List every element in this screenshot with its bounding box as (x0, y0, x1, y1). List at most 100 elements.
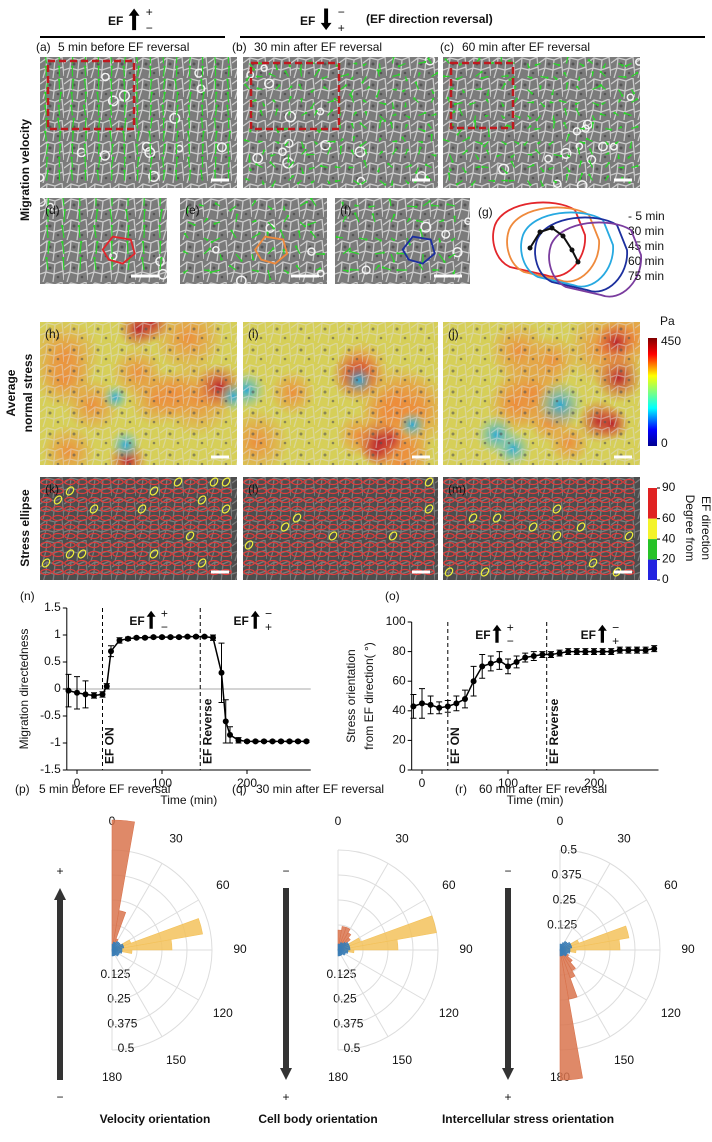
velocity-arrow (85, 145, 86, 155)
velocity-arrow-head (535, 149, 537, 151)
velocity-arrow (85, 80, 86, 90)
velocity-arrow-head (504, 83, 506, 85)
velocity-arrow-head (122, 131, 124, 133)
velocity-arrow-head (445, 58, 447, 60)
velocity-arrow-head (539, 85, 541, 87)
velocity-arrow-head (96, 170, 98, 172)
velocity-arrow-head (72, 131, 74, 133)
velocity-arrow-head (136, 170, 138, 172)
velocity-arrow-head (215, 105, 217, 107)
velocity-arrow (216, 93, 217, 103)
velocity-arrow-head (578, 79, 580, 81)
velocity-arrow-head (201, 53, 203, 55)
panel-label: (g) (478, 205, 493, 219)
colorbar-segment (648, 488, 657, 519)
velocity-arrow-head (393, 260, 395, 262)
colorbar-segment (648, 519, 657, 539)
y-tick-label: 1 (54, 627, 61, 641)
velocity-arrow-head (481, 166, 483, 168)
velocity-arrow-head (348, 166, 350, 168)
panel-label: (i) (248, 327, 259, 341)
velocity-arrow-head (187, 131, 189, 133)
velocity-arrow-head (258, 62, 260, 64)
point (410, 703, 416, 709)
velocity-arrow-head (315, 142, 317, 144)
velocity-arrow-head (394, 113, 396, 115)
caption: 30 min after EF reversal (254, 40, 382, 54)
velocity-arrow-head (345, 84, 347, 86)
velocity-arrow-head (290, 85, 292, 87)
velocity-arrow-head (582, 127, 584, 129)
r-tick-label: 0.375 (552, 867, 582, 881)
colorbar (648, 338, 657, 446)
velocity-arrow-head (532, 164, 534, 166)
velocity-arrow-head (85, 118, 87, 120)
velocity-arrow-head (143, 193, 145, 195)
velocity-arrow-head (214, 157, 216, 159)
velocity-arrow-head (408, 218, 410, 220)
velocity-arrow-head (190, 53, 192, 55)
velocity-arrow-head (478, 166, 480, 168)
row-label: Average (4, 369, 18, 416)
velocity-arrow-head (200, 79, 202, 81)
velocity-arrow-head (46, 225, 48, 227)
velocity-arrow-head (582, 64, 584, 66)
velocity-arrow-head (415, 81, 417, 83)
legend-entry: Intercellular stress orientation (442, 1112, 614, 1126)
point (151, 634, 157, 640)
velocity-arrow-head (45, 66, 47, 68)
velocity-arrow-head (188, 118, 190, 120)
velocity-arrow-head (291, 175, 293, 177)
velocity-arrow-head (351, 123, 353, 125)
velocity-arrow-head (280, 229, 282, 231)
velocity-arrow-head (363, 160, 365, 162)
velocity-arrow-head (319, 267, 321, 269)
velocity-arrow-head (44, 92, 46, 94)
velocity-arrow-head (95, 193, 97, 195)
point (445, 703, 451, 709)
velocity-arrow-head (257, 87, 259, 89)
micrograph (180, 198, 327, 286)
panel-label: (l) (248, 482, 259, 496)
velocity-arrow-head (392, 107, 394, 109)
velocity-arrow-head (535, 119, 537, 121)
velocity-arrow-head (123, 144, 125, 146)
velocity-arrow-head (47, 193, 49, 195)
velocity-arrow-head (493, 180, 495, 182)
chart-title: 30 min after EF reversal (256, 782, 384, 796)
velocity-arrow-head (163, 170, 165, 172)
point (548, 652, 554, 658)
velocity-arrow-head (395, 88, 397, 90)
velocity-arrow-head (58, 79, 60, 81)
velocity-arrow-head (381, 151, 383, 153)
velocity-arrow-head (365, 238, 367, 240)
velocity-arrow-head (71, 144, 73, 146)
velocity-arrow-head (318, 131, 320, 133)
velocity-arrow-head (382, 266, 384, 268)
velocity-arrow-head (284, 70, 286, 72)
velocity-arrow (189, 119, 190, 129)
velocity-arrow-head (85, 92, 87, 94)
velocity-arrow-head (600, 84, 602, 86)
ef-sign: + (161, 607, 168, 621)
velocity-arrow-head (588, 174, 590, 176)
velocity-arrow-head (404, 105, 406, 107)
velocity-arrow-head (395, 140, 397, 142)
velocity-arrow-head (479, 88, 481, 90)
velocity-arrow-head (530, 153, 532, 155)
theta-tick-label: 180 (328, 1070, 348, 1084)
velocity-arrow-head (109, 209, 111, 211)
velocity-arrow-head (124, 105, 126, 107)
velocity-arrow-head (542, 170, 544, 172)
velocity-arrow-head (80, 241, 82, 243)
velocity-arrow-head (350, 95, 352, 97)
velocity-arrow-head (189, 92, 191, 94)
velocity-arrow-head (111, 225, 113, 227)
velocity-arrow-head (415, 206, 417, 208)
micrograph (243, 56, 439, 188)
velocity-arrow-head (258, 232, 260, 234)
velocity-arrow-head (249, 130, 251, 132)
colorbar-label: 60 (662, 511, 676, 525)
header-note: (EF direction reversal) (366, 12, 493, 26)
